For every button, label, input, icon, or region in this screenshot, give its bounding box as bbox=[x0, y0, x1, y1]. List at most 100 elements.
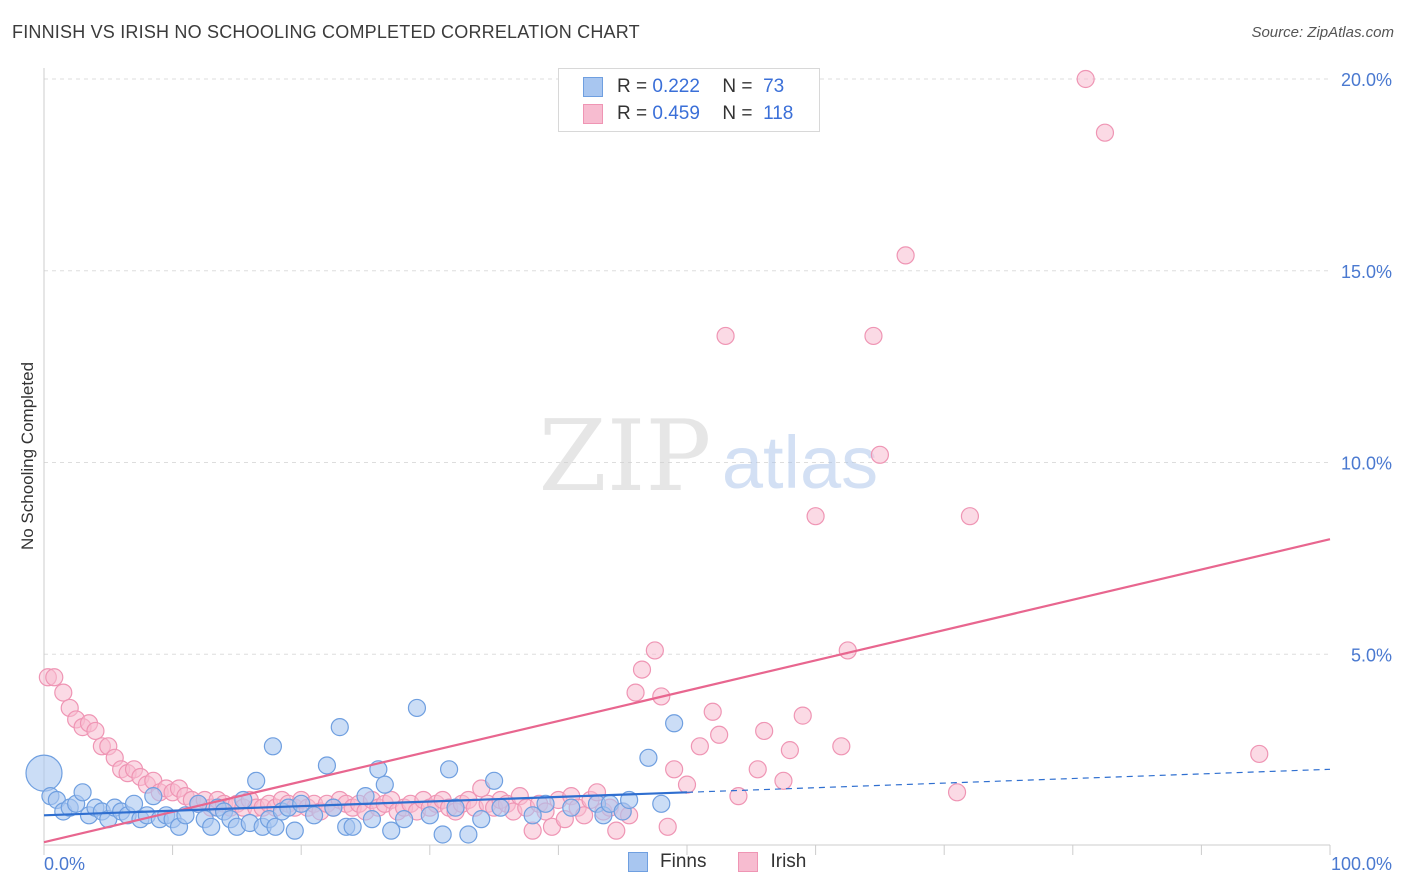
finns-point bbox=[324, 798, 343, 817]
finns-point bbox=[472, 810, 491, 829]
chart-title: FINNISH VS IRISH NO SCHOOLING COMPLETED … bbox=[12, 22, 640, 42]
legend-r-value: 0.459 bbox=[652, 103, 700, 124]
irish-point bbox=[755, 721, 774, 741]
irish-trend-line bbox=[43, 538, 1331, 844]
irish-point bbox=[780, 741, 799, 760]
y-tick-labels: 5.0% 10.0% 15.0% 20.0% bbox=[1341, 70, 1392, 665]
irish-point bbox=[716, 326, 735, 346]
finns-point bbox=[304, 806, 324, 825]
legend-n-label: N = bbox=[722, 103, 753, 124]
finns-point bbox=[652, 794, 671, 813]
source-label: Source: ZipAtlas.com bbox=[1251, 24, 1394, 41]
irish-point bbox=[947, 783, 967, 802]
finns-point bbox=[485, 771, 504, 790]
irish-point bbox=[54, 683, 73, 702]
finns-point bbox=[356, 787, 375, 806]
irish-point bbox=[793, 706, 812, 725]
irish-point bbox=[806, 507, 825, 526]
finns-point bbox=[665, 714, 684, 733]
irish-point bbox=[864, 326, 883, 346]
legend-r-value: 0.222 bbox=[652, 76, 700, 97]
irish-point bbox=[1076, 69, 1095, 89]
axes bbox=[43, 68, 1331, 855]
series-label-finns: Finns bbox=[660, 851, 707, 872]
x-tick-labels: 0.0% 100.0% bbox=[44, 854, 1392, 874]
finns-point bbox=[562, 798, 581, 817]
x-tick-label: 0.0% bbox=[44, 854, 85, 874]
finns-points bbox=[25, 698, 684, 844]
legend-r-label: R = bbox=[617, 76, 648, 97]
finns-trend-line bbox=[43, 791, 688, 817]
series-label-irish: Irish bbox=[770, 851, 807, 872]
y-tick-label: 10.0% bbox=[1341, 454, 1392, 474]
irish-point bbox=[607, 821, 626, 840]
finns-point bbox=[523, 806, 542, 825]
irish-point bbox=[86, 721, 105, 741]
y-tick-label: 20.0% bbox=[1341, 70, 1392, 90]
finns-point bbox=[25, 754, 63, 792]
finns-point bbox=[247, 771, 266, 790]
irish-point bbox=[832, 737, 851, 756]
finns-point bbox=[394, 810, 414, 829]
irish-point bbox=[690, 737, 709, 756]
irish-point bbox=[1250, 744, 1269, 764]
finns-point bbox=[536, 794, 555, 813]
trend-lines bbox=[43, 538, 1331, 844]
finns-point bbox=[144, 787, 163, 806]
watermark: ZIP atlas bbox=[539, 400, 879, 514]
irish-point bbox=[896, 246, 915, 265]
legend-row-irish: R = 0.459 N = 118 bbox=[583, 101, 793, 127]
finns-point bbox=[362, 810, 382, 829]
legend-swatch-irish bbox=[583, 104, 603, 124]
irish-point bbox=[632, 660, 652, 679]
finns-point bbox=[382, 821, 401, 840]
x-tick-label: 100.0% bbox=[1331, 854, 1392, 874]
series-swatch-finns bbox=[628, 852, 648, 872]
legend-n-value: 73 bbox=[763, 76, 785, 97]
y-tick-label: 5.0% bbox=[1351, 645, 1392, 665]
finns-point bbox=[639, 748, 658, 767]
irish-point bbox=[645, 641, 664, 660]
watermark-zip: ZIP bbox=[539, 400, 712, 514]
irish-point bbox=[774, 771, 793, 790]
y-tick-label: 15.0% bbox=[1341, 262, 1392, 282]
finns-point bbox=[620, 790, 639, 810]
legend-n-value: 118 bbox=[763, 103, 794, 124]
finns-trend-extension bbox=[686, 768, 1331, 793]
irish-point bbox=[45, 668, 64, 687]
legend: R = 0.222 N = 73 R = 0.459 N = 118 bbox=[558, 68, 820, 132]
finns-point bbox=[491, 798, 510, 817]
irish-point bbox=[1095, 123, 1115, 142]
finns-point bbox=[446, 798, 465, 817]
irish-point bbox=[729, 787, 748, 806]
finns-point bbox=[375, 775, 394, 794]
irish-point bbox=[523, 821, 542, 840]
finns-point bbox=[73, 783, 92, 802]
finns-point bbox=[263, 737, 283, 756]
watermark-atlas: atlas bbox=[722, 421, 878, 504]
irish-point bbox=[703, 702, 722, 721]
finns-point bbox=[292, 794, 311, 813]
legend-r-label: R = bbox=[617, 103, 648, 124]
finns-point bbox=[330, 718, 349, 737]
irish-point bbox=[710, 725, 729, 744]
finns-point bbox=[439, 760, 459, 779]
finns-point bbox=[317, 756, 337, 775]
legend-row-finns: R = 0.222 N = 73 bbox=[583, 74, 784, 100]
finns-point bbox=[343, 817, 362, 836]
grid-lines bbox=[44, 78, 1330, 655]
irish-point bbox=[960, 507, 980, 526]
y-axis-label: No Schooling Completed bbox=[18, 361, 37, 551]
series-swatch-irish bbox=[738, 852, 759, 872]
irish-point bbox=[665, 760, 684, 779]
finns-point bbox=[433, 825, 452, 844]
irish-point bbox=[626, 683, 645, 702]
finns-point bbox=[459, 825, 478, 844]
legend-swatch-finns bbox=[583, 77, 603, 97]
irish-point bbox=[870, 445, 890, 464]
finns-point bbox=[407, 698, 427, 718]
irish-point bbox=[748, 760, 767, 779]
finns-point bbox=[266, 817, 285, 836]
finns-point bbox=[285, 821, 304, 840]
